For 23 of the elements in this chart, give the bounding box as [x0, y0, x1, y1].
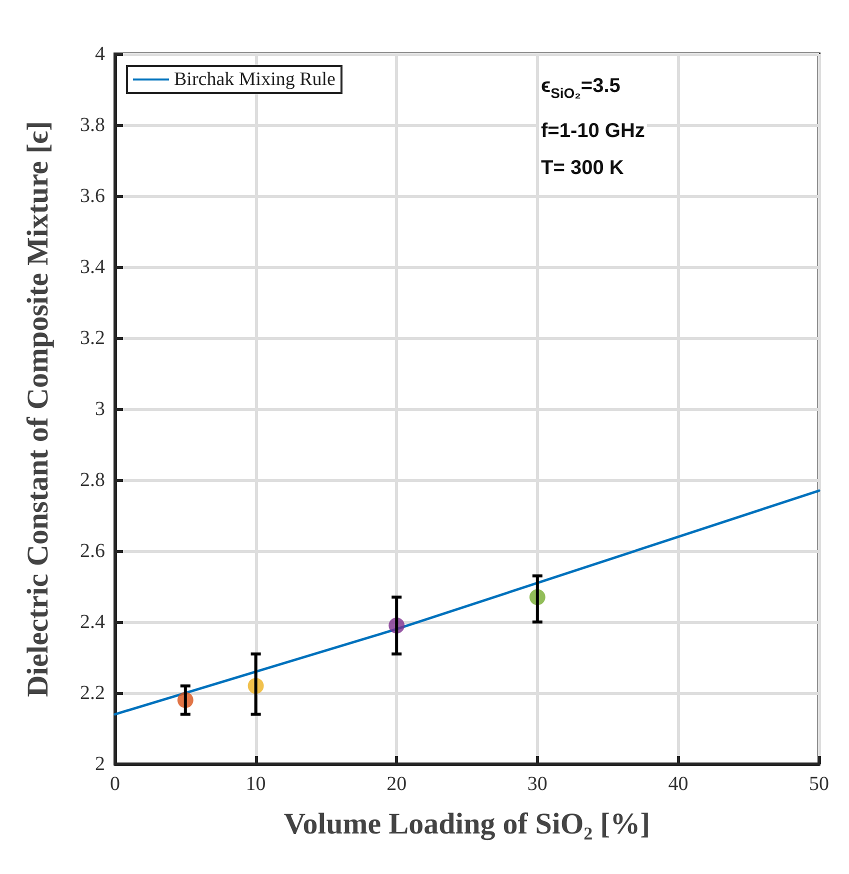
y-tick-label: 2 — [95, 753, 105, 775]
y-tick-label: 2.8 — [80, 469, 105, 491]
x-tick-label: 30 — [527, 773, 548, 795]
x-tick-label: 0 — [110, 773, 120, 795]
y-tick-label: 3.2 — [80, 327, 105, 349]
legend-label: Birchak Mixing Rule — [174, 69, 336, 90]
y-tick-label: 3.4 — [80, 256, 105, 278]
y-tick-label: 3 — [95, 398, 105, 420]
y-tick-label: 3.6 — [80, 185, 105, 207]
y-axis-title: Dielectric Constant of Composite Mixture [ϵ] — [22, 120, 54, 698]
x-tick-label: 40 — [668, 773, 688, 795]
line-series — [114, 489, 820, 716]
y-tick-label: 2.2 — [80, 682, 105, 704]
y-tick-label: 2.4 — [80, 611, 105, 633]
x-tick-label: 10 — [246, 773, 266, 795]
x-axis-title: Volume Loading of SiO₂ [%] — [284, 808, 650, 840]
y-tick-label: 3.8 — [80, 114, 105, 136]
x-tick-label: 20 — [386, 773, 407, 795]
x-tick-label: 50 — [809, 773, 829, 795]
y-tick-label: 4 — [95, 43, 105, 65]
annotation: f=1-10 GHz — [541, 120, 645, 142]
y-tick-label: 2.6 — [80, 540, 105, 562]
annotation: T= 300 K — [541, 157, 624, 179]
